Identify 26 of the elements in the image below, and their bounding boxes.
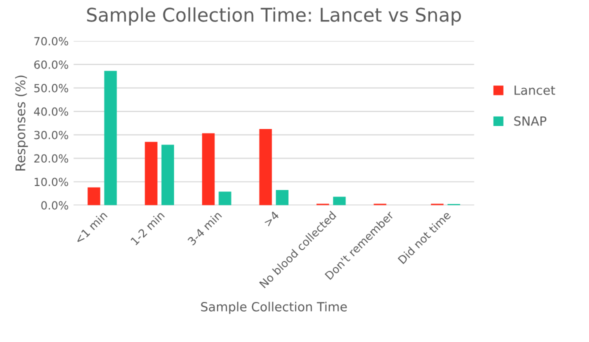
x-tick-label: <1 min — [74, 210, 108, 244]
bar — [88, 187, 100, 206]
bar — [276, 190, 288, 206]
y-tick-label: 60.0% — [34, 60, 68, 69]
y-tick-label: 0.0% — [41, 201, 68, 210]
bar — [202, 133, 215, 206]
legend-label: Lancet — [514, 86, 556, 95]
x-tick-label: 1-2 min — [130, 210, 165, 246]
y-tick-label: 70.0% — [34, 37, 68, 46]
y-tick-label: 20.0% — [34, 154, 68, 163]
bar — [104, 70, 117, 206]
chart-title: Sample Collection Time: Lancet vs Snap — [87, 7, 461, 26]
bar — [259, 128, 272, 206]
y-tick-label: 50.0% — [34, 84, 68, 92]
y-axis-title: Responses (%) — [15, 76, 28, 170]
bar — [333, 196, 346, 206]
bar — [161, 144, 174, 206]
y-tick-label: 40.0% — [34, 107, 68, 116]
x-tick-label: >4 — [263, 210, 280, 227]
legend-label: SNAP — [514, 116, 546, 126]
y-tick-label: 10.0% — [34, 178, 68, 186]
y-tick-label: 30.0% — [34, 130, 68, 140]
x-tick-label: 3-4 min — [187, 210, 222, 246]
x-axis-title: Sample Collection Time — [201, 302, 347, 314]
bar — [144, 142, 158, 206]
bar — [218, 192, 232, 206]
